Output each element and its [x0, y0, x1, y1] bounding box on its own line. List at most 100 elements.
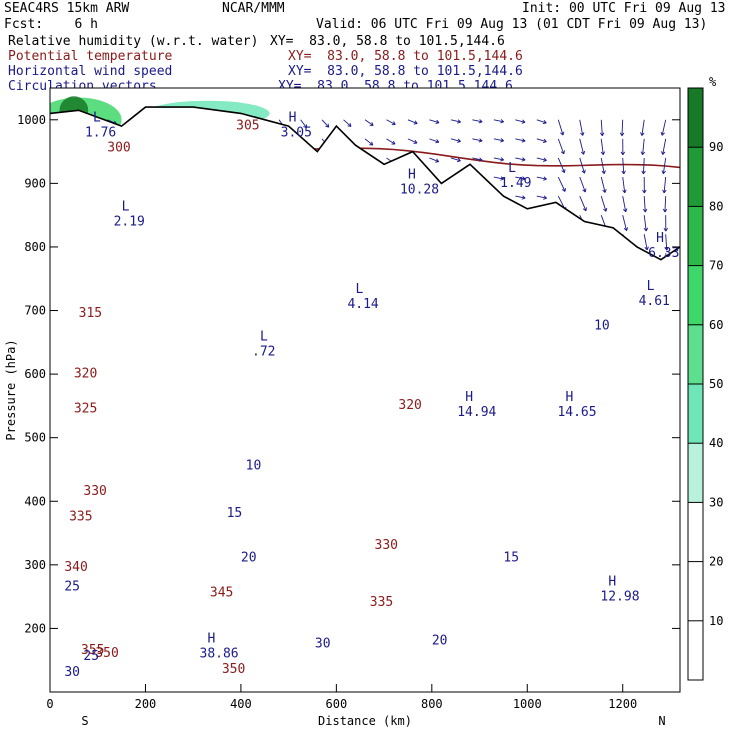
extremum-type-1: H: [608, 574, 616, 589]
extremum-value-2: 14.94: [457, 405, 496, 420]
x-tick-label-0: 0: [46, 697, 53, 711]
extremum-value-4: .72: [252, 345, 275, 360]
circulation-vector-778: [579, 176, 586, 193]
circulation-vector-782: [663, 176, 667, 193]
colorbar-tick-label-1: 20: [709, 555, 723, 569]
extremum-type-12: H: [289, 110, 297, 125]
init-label: Init: 00 UTC Fri 09 Aug 13: [522, 1, 726, 16]
y-tick-label-6: 800: [24, 240, 46, 254]
circulation-vector-751: [622, 196, 627, 212]
circulation-vector-809: [622, 157, 625, 174]
circulation-vector-head-840: [661, 151, 666, 155]
circulation-vector-834: [536, 138, 547, 143]
circulation-vector-head-751: [623, 208, 628, 213]
field-xy-wind: XY= 83.0, 58.8 to 101.5,144.6: [288, 64, 523, 79]
circulation-vector-855: [364, 119, 374, 126]
wind-label-8: 15: [503, 551, 519, 566]
field-name-wind: Horizontal wind speed: [8, 64, 173, 79]
circulation-vector-head-839: [640, 151, 646, 156]
y-tick-label-7: 900: [24, 176, 46, 190]
field-name-rh: Relative humidity (w.r.t. water): [8, 34, 259, 49]
x-end-label-left: S: [81, 714, 88, 728]
circulation-vector-862: [515, 119, 526, 123]
terrain-line: [50, 106, 680, 261]
colorbar-segment-2: [688, 502, 703, 562]
circulation-vector-head-864: [560, 131, 565, 136]
circulation-vector-803: [493, 157, 504, 161]
wind-label-2: 25: [64, 579, 80, 594]
circulation-vector-806: [557, 157, 565, 173]
circulation-vector-805: [536, 157, 547, 161]
circulation-vector-head-832: [500, 138, 504, 143]
circulation-vector-head-752: [642, 208, 648, 213]
circulation-vector-832: [493, 138, 504, 142]
colorbar-tick-label-2: 30: [709, 495, 723, 509]
circulation-vector-head-838: [620, 151, 626, 156]
theta-label-6: 335: [69, 509, 92, 524]
circulation-vector-head-830: [457, 138, 461, 143]
circulation-vector-833: [515, 138, 526, 142]
circulation-vector-head-826: [369, 141, 374, 146]
extremum-type-9: H: [408, 168, 416, 183]
colorbar-tick-label-7: 80: [709, 199, 723, 213]
extremum-type-8: L: [122, 199, 130, 214]
circulation-vector-807: [579, 157, 585, 174]
circulation-vector-780: [622, 176, 626, 193]
extremum-type-10: L: [508, 161, 516, 176]
wind-label-3: 30: [315, 636, 331, 651]
circulation-vector-head-802: [478, 157, 483, 162]
circulation-vector-804: [515, 157, 526, 161]
circulation-vector-840: [662, 138, 667, 155]
circulation-vector-869: [661, 119, 667, 136]
wind-label-7: 10: [246, 458, 262, 473]
circulation-vector-868: [641, 119, 645, 136]
circulation-vector-head-803: [500, 157, 504, 162]
x-tick-label-1: 200: [135, 697, 157, 711]
circulation-vector-856: [386, 119, 396, 125]
circulation-vector-858: [429, 119, 440, 124]
circulation-vector-head-747: [543, 195, 547, 200]
extremum-value-5: 4.14: [347, 297, 378, 312]
circulation-vector-828: [407, 138, 418, 144]
circulation-vector-694: [643, 234, 648, 251]
circulation-vector-head-852: [303, 124, 308, 129]
circulation-vector-head-837: [600, 151, 606, 156]
circulation-vector-861: [493, 119, 504, 123]
theta-label-3: 340: [64, 560, 87, 575]
circulation-vector-head-724: [663, 227, 668, 232]
circulation-vector-830: [450, 138, 461, 142]
circulation-vector-head-801: [456, 157, 461, 163]
circulation-vector-head-776: [543, 176, 547, 181]
y-tick-label-8: 1000: [17, 113, 46, 127]
circulation-vector-827: [386, 138, 396, 145]
plot-layer: 3553503453403353303353303253203203153003…: [50, 96, 680, 692]
extremum-type-0: H: [208, 632, 216, 647]
circulation-vector-802: [472, 157, 483, 161]
extremum-value-0: 38.86: [200, 647, 239, 662]
circulation-vector-852: [300, 119, 307, 129]
extremum-type-3: H: [565, 390, 573, 405]
y-tick-label-5: 700: [24, 304, 46, 318]
circulation-vector-head-860: [478, 119, 483, 124]
circulation-vector-866: [600, 119, 603, 136]
circulation-vector-head-833: [521, 138, 526, 143]
colorbar-tick-label-4: 50: [709, 377, 723, 391]
circulation-vector-head-750: [603, 207, 608, 212]
circulation-vector-723: [643, 215, 647, 232]
extremum-type-5: L: [355, 282, 363, 297]
circulation-vector-722: [622, 215, 628, 231]
plot-frame: [49, 87, 681, 693]
circulation-vector-head-869: [660, 131, 665, 136]
colorbar-segment-5: [688, 324, 703, 384]
y-tick-label-4: 600: [24, 367, 46, 381]
extremum-value-12: 3.05: [281, 125, 312, 140]
extremum-type-4: L: [260, 330, 268, 345]
circulation-vector-head-863: [542, 120, 547, 125]
circulation-vector-853: [321, 119, 330, 128]
circulation-vector-head-800: [435, 158, 440, 163]
circulation-vector-808: [600, 157, 605, 174]
circulation-vector-head-829: [435, 139, 440, 144]
circulation-vector-749: [579, 195, 587, 212]
wind-label-5: 20: [241, 551, 257, 566]
